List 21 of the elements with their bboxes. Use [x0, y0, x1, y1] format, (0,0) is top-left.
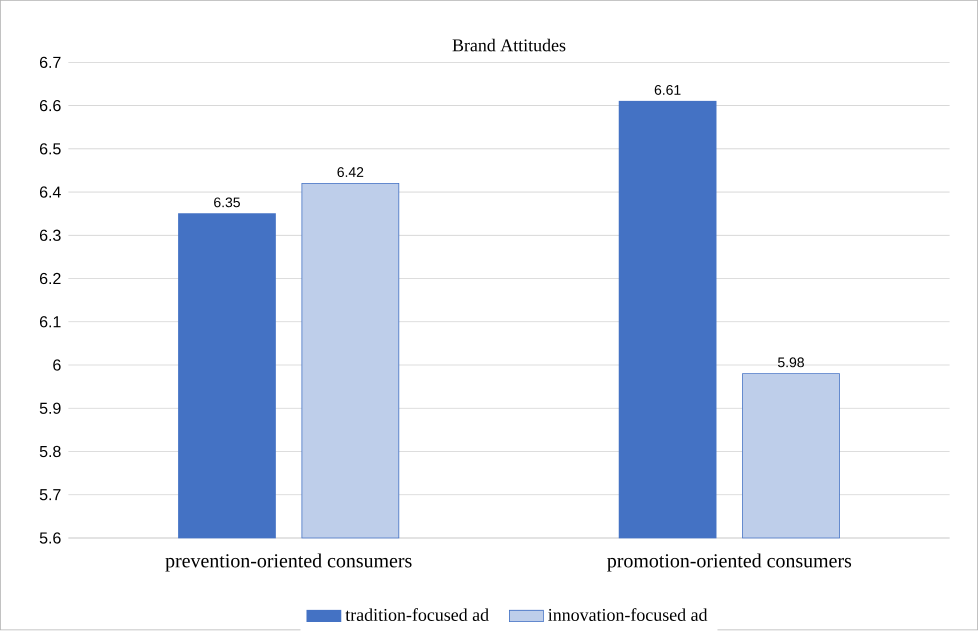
x-tick-label: prevention-oriented consumers	[165, 554, 412, 572]
y-tick-label: 6	[53, 360, 61, 371]
y-tick-label: 5.9	[40, 402, 61, 414]
x-tick-label: promotion-oriented consumers	[607, 554, 852, 572]
y-tick-label: 6.7	[40, 56, 61, 68]
data-label: 6.42	[338, 167, 364, 178]
data-label: 5.98	[778, 358, 804, 368]
y-tick-label: 6.3	[40, 230, 61, 242]
y-tick-label: 6.2	[40, 273, 61, 284]
y-tick-label: 6.6	[40, 100, 61, 112]
chart-title: Brand Attitudes	[452, 38, 566, 52]
data-label: 6.61	[654, 85, 680, 95]
data-label: 6.35	[214, 198, 240, 208]
legend-label: tradition-focused ad	[345, 608, 489, 622]
y-tick-label: 6.4	[40, 186, 61, 198]
legend-label: innovation-focused ad	[548, 608, 708, 622]
y-tick-label: 5.7	[40, 489, 61, 500]
y-tick-label: 5.8	[40, 446, 61, 458]
y-tick-label: 5.6	[40, 532, 61, 544]
y-tick-label: 6.5	[40, 143, 61, 155]
y-tick-label: 6.1	[40, 316, 61, 328]
